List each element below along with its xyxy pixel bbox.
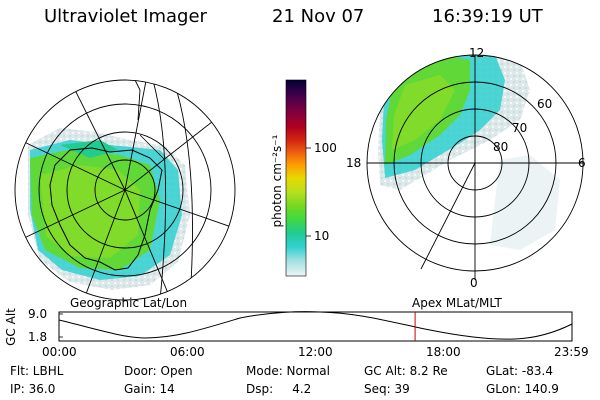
instrument-title: Ultraviolet Imager — [44, 6, 207, 27]
date-label: 21 Nov 07 — [272, 6, 365, 27]
info-glon: GLon: 140.9 — [486, 382, 559, 396]
lat-label-80: 80 — [493, 140, 509, 154]
colorbar — [285, 79, 307, 277]
left-panel-caption: Geographic Lat/Lon — [70, 296, 188, 310]
altitude-ticks — [59, 313, 63, 338]
left-map-grid — [14, 79, 236, 301]
info-ip: IP: 36.0 — [10, 382, 56, 396]
lat-label-60: 60 — [537, 97, 553, 111]
time-tick-1: 06:00 — [170, 345, 205, 359]
altitude-plot-frame — [58, 311, 573, 342]
time-label: 16:39:19 UT — [432, 6, 543, 27]
colorbar-unit-label: photon cm⁻²s⁻¹ — [270, 134, 284, 228]
time-tick-4: 23:59 — [554, 345, 589, 359]
right-panel-caption: Apex MLat/MLT — [412, 296, 502, 310]
colorbar-ticks — [306, 147, 311, 237]
info-gc-alt: GC Alt: 8.2 Re — [364, 364, 448, 378]
mlt-label-18: 18 — [346, 156, 362, 170]
time-tick-0: 00:00 — [42, 345, 77, 359]
time-tick-2: 12:00 — [298, 345, 333, 359]
info-dsp: Dsp: 4.2 — [246, 382, 312, 396]
colorbar-tick-100: 100 — [314, 141, 337, 155]
info-glat: GLat: -83.4 — [486, 364, 553, 378]
altitude-axis-label: GC Alt — [4, 308, 18, 346]
right-polar-grid — [366, 54, 584, 280]
coastline — [49, 147, 163, 271]
mlt-label-12: 12 — [469, 46, 485, 60]
colorbar-tick-10: 10 — [314, 229, 330, 243]
time-tick-3: 18:00 — [426, 345, 461, 359]
info-mode: Mode: Normal — [246, 364, 330, 378]
info-gain: Gain: 14 — [124, 382, 175, 396]
info-filter: Flt: LBHL — [10, 364, 64, 378]
altitude-ytick-max: 9.0 — [28, 307, 48, 321]
altitude-ytick-min: 1.8 — [28, 330, 48, 344]
info-door: Door: Open — [124, 364, 193, 378]
mlt-label-0: 0 — [470, 276, 478, 290]
altitude-curve — [58, 311, 573, 340]
lat-label-70: 70 — [512, 121, 528, 135]
mlt-label-6: 6 — [578, 156, 586, 170]
info-seq: Seq: 39 — [364, 382, 410, 396]
